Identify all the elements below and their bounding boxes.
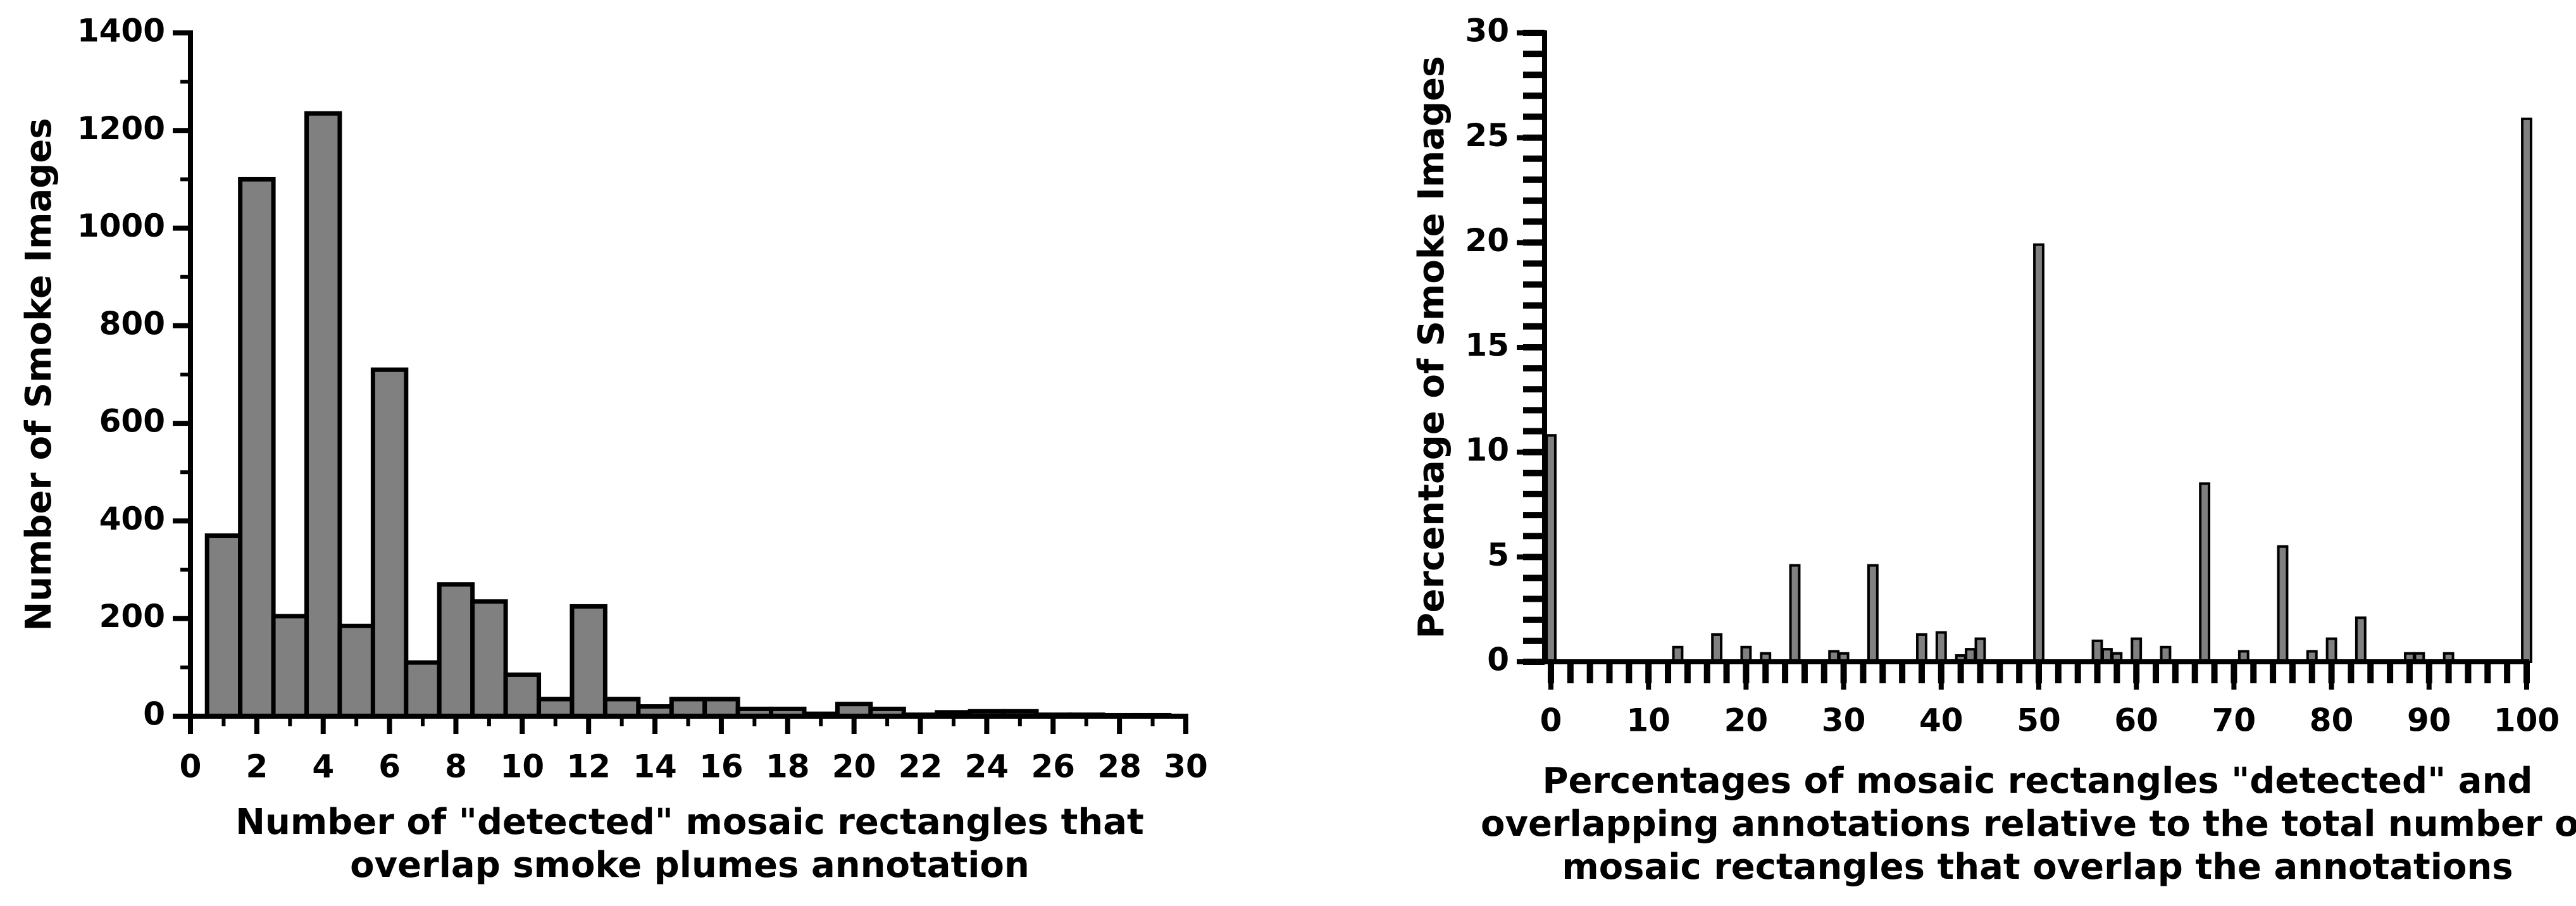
bar [271,614,309,719]
bar [1545,434,1557,663]
x-axis-title: overlapping annotations relative to the … [1481,804,2576,845]
x-tick-label: 20 [832,748,876,785]
bar [370,367,409,719]
bar [1916,633,1927,664]
y-tick-label: 0 [143,696,165,733]
y-tick-label: 600 [99,403,165,440]
x-axis-title: mosaic rectangles that overlap the annot… [1562,847,2513,888]
y-axis-title: Number of Smoke Images [18,118,59,631]
y-tick-label: 10 [1465,431,1509,468]
x-tick-label: 100 [2494,702,2560,739]
bar [437,582,475,719]
y-tick-label: 5 [1487,537,1509,573]
x-axis-title: Number of "detected" mosaic rectangles t… [235,802,1144,843]
x-tick-label: 24 [965,748,1009,785]
x-tick-label: 8 [445,748,467,785]
bar [470,599,508,719]
x-tick-label: 18 [766,748,810,785]
x-tick-label: 28 [1097,748,1142,785]
y-tick-label: 30 [1465,13,1509,49]
bar [1935,631,1947,664]
x-tick-label: 70 [2212,702,2256,739]
x-tick-label: 90 [2407,702,2451,739]
bar [569,604,607,719]
bar [337,623,375,719]
x-tick-label: 26 [1031,748,1075,785]
y-tick-label: 800 [99,305,165,342]
bar [2199,482,2211,663]
bar [2521,117,2532,663]
bar [503,672,542,719]
x-tick-label: 80 [2310,702,2354,739]
x-tick-label: 16 [699,748,744,785]
x-tick-label: 10 [1626,702,1671,739]
y-tick-label: 0 [1487,642,1509,678]
x-tick-label: 0 [1540,702,1562,739]
bar [204,533,243,719]
y-tick-label: 1200 [77,110,165,147]
y-tick-label: 200 [99,598,165,635]
x-tick-label: 12 [566,748,611,785]
y-tick-label: 1400 [77,13,165,49]
x-tick-label: 14 [633,748,677,785]
x-tick-label: 60 [2114,702,2158,739]
bar [2355,616,2367,663]
bar [2033,243,2044,663]
x-tick-label: 20 [1724,702,1769,739]
bar [2325,637,2337,664]
bar [2091,639,2103,663]
x-tick-label: 40 [1919,702,1963,739]
x-tick-label: 10 [501,748,545,785]
bar [702,697,740,719]
x-axis-title: Percentages of mosaic rectangles "detect… [1542,760,2532,802]
x-tick-label: 30 [1822,702,1866,739]
x-tick-label: 0 [180,748,202,785]
bar [602,697,641,719]
y-axis-title: Percentage of Smoke Images [1411,56,1452,639]
bar [238,177,276,719]
x-axis-title: overlap smoke plumes annotation [350,845,1030,886]
bar [537,697,575,719]
bar [2131,637,2143,664]
bar [1711,633,1723,664]
x-tick-label: 30 [1164,748,1208,785]
x-tick-label: 2 [246,748,268,785]
x-tick-label: 22 [899,748,943,785]
bar [1974,637,1986,664]
y-tick-label: 400 [99,500,165,537]
y-tick-label: 20 [1465,222,1509,259]
bar [1867,564,1879,663]
bar [669,697,707,719]
y-tick-label: 1000 [77,208,165,244]
x-tick-label: 4 [312,748,334,785]
y-tick-label: 15 [1465,327,1509,364]
y-tick-label: 25 [1465,117,1509,154]
bar [1789,564,1801,663]
x-tick-label: 6 [378,748,401,785]
bar [2277,545,2289,663]
x-tick-label: 50 [2017,702,2061,739]
bar [404,660,442,719]
bar [304,111,342,719]
